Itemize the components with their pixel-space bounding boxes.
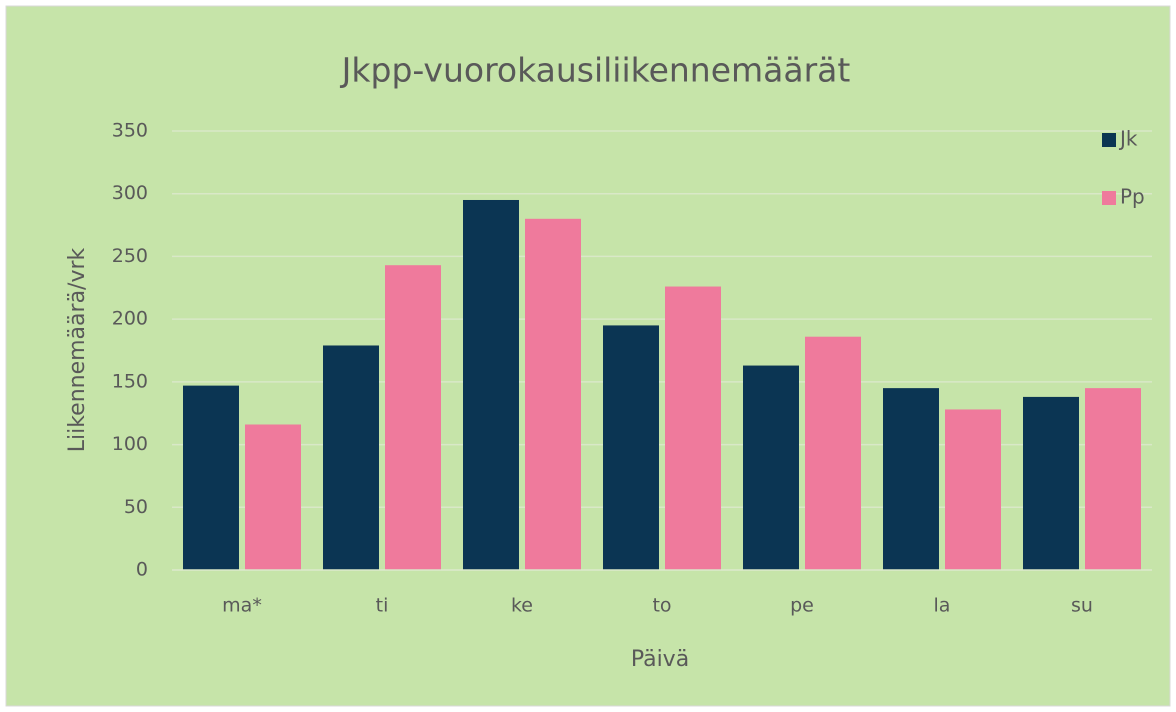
bar <box>883 388 939 570</box>
x-axis-label: Päivä <box>631 647 689 672</box>
y-tick-label: 0 <box>136 559 148 581</box>
bar <box>525 218 581 571</box>
x-tick-label: ti <box>376 595 389 617</box>
chart-background <box>5 5 1171 707</box>
y-axis-label: Liikennemäärä/vrk <box>65 247 90 452</box>
x-tick-label: ma* <box>222 595 262 617</box>
x-tick-label: pe <box>790 595 814 617</box>
bar <box>385 265 441 570</box>
chart-title: Jkpp-vuorokausiliikennemäärät <box>340 51 851 90</box>
y-tick-label: 250 <box>112 245 148 267</box>
x-tick-label: ke <box>511 595 533 617</box>
bar <box>1085 388 1141 570</box>
bar <box>245 424 301 570</box>
legend-label: Jk <box>1118 127 1138 151</box>
bar <box>1023 396 1079 570</box>
bar <box>463 199 519 570</box>
y-tick-label: 150 <box>112 370 148 392</box>
x-tick-label: la <box>934 595 951 617</box>
y-tick-label: 300 <box>112 182 148 204</box>
legend-swatch <box>1102 133 1116 147</box>
legend-swatch <box>1102 191 1116 205</box>
y-tick-label: 100 <box>112 433 148 455</box>
bar <box>805 336 861 570</box>
legend-label: Pp <box>1120 185 1145 209</box>
bar <box>945 409 1001 570</box>
bar <box>743 365 799 570</box>
y-tick-label: 200 <box>112 308 148 330</box>
bar <box>323 345 379 570</box>
x-tick-label: to <box>652 595 671 617</box>
y-tick-label: 50 <box>124 496 148 518</box>
bar <box>665 286 721 570</box>
y-tick-label: 350 <box>112 120 148 142</box>
bar <box>183 385 239 570</box>
bar <box>603 325 659 570</box>
x-tick-label: su <box>1071 595 1093 617</box>
